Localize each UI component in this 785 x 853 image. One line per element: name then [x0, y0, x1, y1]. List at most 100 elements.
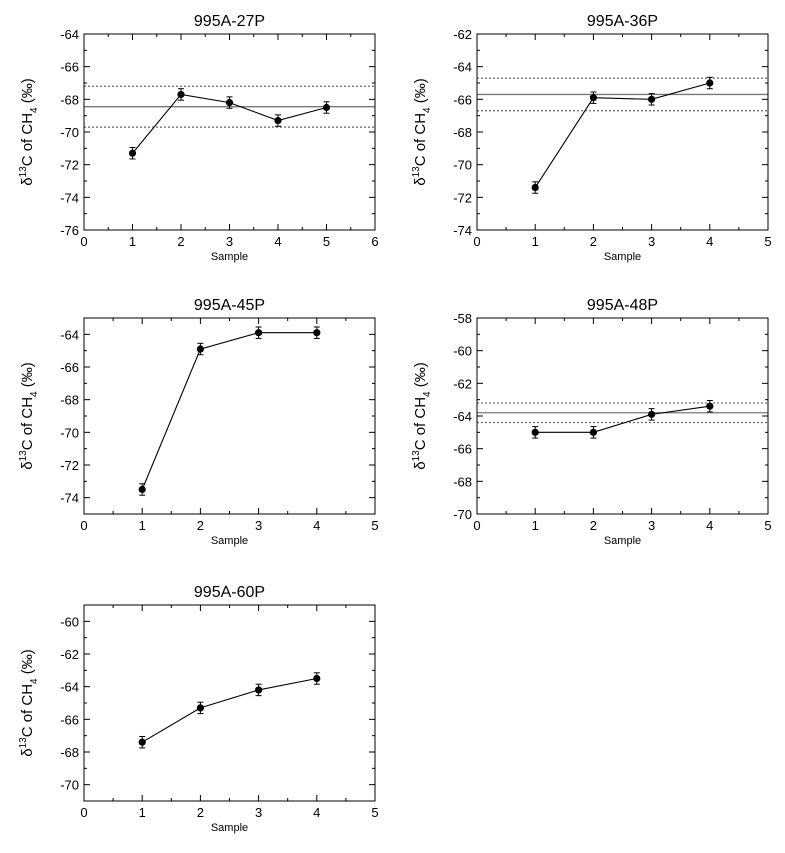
- y-axis-label: δ13C of CH4 (‰): [411, 362, 433, 470]
- x-axis-label: Sample: [604, 535, 641, 547]
- y-tick-label: -62: [453, 27, 472, 42]
- x-axis-label: Sample: [211, 822, 248, 834]
- data-point: [322, 103, 331, 112]
- data-point: [128, 149, 137, 157]
- data-point: [706, 402, 714, 410]
- x-tick-label: 2: [197, 805, 204, 820]
- y-tick-label: -68: [453, 474, 472, 489]
- x-tick-label: 1: [129, 234, 136, 249]
- x-tick-label: 0: [473, 234, 480, 249]
- y-label-unit: (‰): [19, 362, 36, 391]
- y-tick-label: -60: [60, 614, 79, 629]
- x-tick-label: 3: [648, 234, 655, 249]
- y-label-subscript: 4: [29, 391, 40, 397]
- y-tick-label: -66: [453, 442, 472, 457]
- y-tick-label: -64: [453, 60, 472, 75]
- plot-frame: [83, 317, 376, 515]
- x-tick-label: 5: [323, 234, 330, 249]
- y-tick-label: -66: [453, 92, 472, 107]
- x-tick-label: 5: [764, 234, 771, 249]
- x-tick-label: 2: [177, 234, 184, 249]
- y-tick-label: -64: [60, 27, 79, 42]
- x-tick-label: 0: [80, 234, 87, 249]
- x-tick-label: 1: [532, 234, 539, 249]
- x-tick-label: 0: [80, 518, 87, 533]
- y-label-subscript: 4: [29, 107, 40, 113]
- y-tick-label: -70: [60, 125, 79, 140]
- plot-frame: [476, 317, 769, 515]
- x-tick-label: 3: [255, 805, 262, 820]
- chart-title: 995A-60P: [194, 584, 265, 601]
- x-axis-label: Sample: [604, 251, 641, 263]
- y-label-text: C of CH: [412, 113, 429, 166]
- y-label-isotope: 13: [411, 450, 422, 462]
- y-label-text: C of CH: [19, 397, 36, 450]
- y-tick-label: -70: [453, 507, 472, 522]
- data-point: [196, 704, 204, 712]
- series-line: [141, 332, 317, 490]
- y-label-delta: δ: [19, 748, 36, 756]
- y-tick-label: -66: [60, 712, 79, 727]
- y-tick-label: -58: [453, 311, 472, 326]
- chart-title: 995A-48P: [587, 297, 658, 314]
- y-label-unit: (‰): [19, 649, 36, 678]
- data-point: [589, 94, 598, 102]
- chart-panel: 995A-48P 0 1 2 3 4 5 -70 -68 -66 -64 -62 -60 -58 Sampl…: [411, 297, 772, 547]
- data-point: [255, 329, 263, 337]
- y-axis-label: δ13C of CH4 (‰): [18, 78, 40, 186]
- series-line: [534, 82, 710, 188]
- y-tick-label: -64: [453, 409, 472, 424]
- y-label-delta: δ: [19, 461, 36, 469]
- chart-title: 995A-27P: [194, 13, 265, 30]
- x-tick-label: 4: [274, 234, 281, 249]
- y-tick-label: -74: [60, 491, 79, 506]
- x-tick-label: 2: [590, 518, 597, 533]
- plot-frame: [83, 604, 376, 802]
- y-tick-label: -70: [60, 778, 79, 793]
- y-label-delta: δ: [412, 461, 429, 469]
- series-line: [535, 405, 710, 433]
- x-tick-label: 5: [371, 805, 378, 820]
- data-point: [274, 116, 282, 125]
- y-tick-label: -70: [453, 158, 472, 173]
- y-tick-label: -62: [453, 376, 472, 391]
- y-tick-label: -72: [453, 190, 472, 205]
- x-tick-label: 4: [313, 805, 320, 820]
- x-tick-label: 3: [255, 518, 262, 533]
- chart-title: 995A-45P: [194, 297, 265, 314]
- y-label-unit: (‰): [412, 78, 429, 107]
- y-label-isotope: 13: [411, 166, 422, 178]
- y-label-subscript: 4: [422, 391, 433, 397]
- x-tick-label: 0: [80, 805, 87, 820]
- data-point: [531, 428, 539, 436]
- y-tick-label: -68: [60, 745, 79, 760]
- x-tick-label: 1: [139, 518, 146, 533]
- data-point: [177, 90, 185, 99]
- data-point: [138, 485, 146, 494]
- x-tick-label: 3: [226, 234, 233, 249]
- x-tick-label: 1: [532, 518, 539, 533]
- y-tick-label: -60: [453, 344, 472, 359]
- data-point: [589, 428, 598, 436]
- x-axis-label: Sample: [211, 251, 248, 263]
- y-tick-label: -68: [60, 393, 79, 408]
- data-point: [648, 410, 656, 418]
- y-axis-label: δ13C of CH4 (‰): [18, 649, 40, 757]
- chart-panel: 995A-36P 0 1 2 3 4 5 -74 -72 -70 -68 -66 -64 -62 Sampl…: [411, 13, 772, 263]
- y-tick-label: -72: [60, 158, 79, 173]
- y-tick-label: -76: [60, 223, 79, 238]
- data-point: [648, 95, 656, 103]
- y-tick-label: -68: [453, 125, 472, 140]
- x-tick-label: 5: [764, 518, 771, 533]
- y-label-text: C of CH: [19, 684, 36, 737]
- y-tick-label: -70: [60, 425, 79, 440]
- series-line: [141, 677, 317, 743]
- y-tick-label: -68: [60, 92, 79, 107]
- y-label-isotope: 13: [18, 166, 29, 178]
- x-tick-label: 5: [371, 518, 378, 533]
- y-label-text: C of CH: [19, 113, 36, 166]
- chart-panel: 995A-45P 0 1 2 3 4 5 -74 -72 -70 -68 -66 -64 Sample δ1…: [18, 297, 379, 547]
- x-tick-label: 2: [197, 518, 204, 533]
- y-label-unit: (‰): [412, 362, 429, 391]
- data-point: [313, 329, 321, 337]
